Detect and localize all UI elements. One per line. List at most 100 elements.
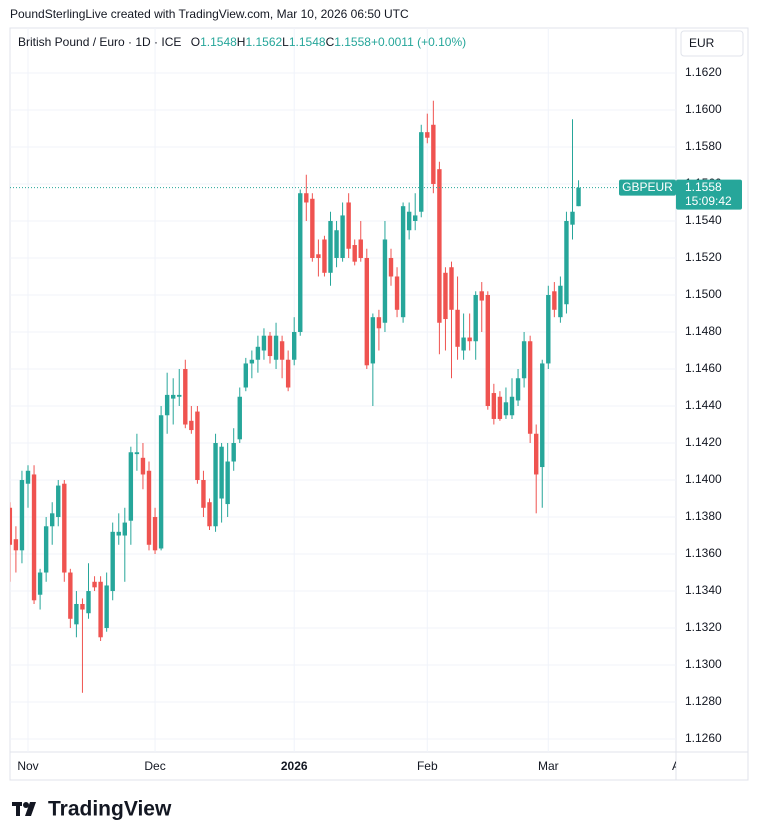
- candle-body: [74, 603, 79, 625]
- candle-body: [164, 394, 170, 416]
- candle-body: [146, 470, 152, 545]
- y-tick-label: 1.1620: [685, 65, 722, 79]
- candle-body: [358, 239, 363, 258]
- candle-body: [419, 132, 424, 212]
- candle-body: [201, 480, 206, 508]
- x-tick-label: Dec: [144, 759, 165, 773]
- candle-body: [285, 359, 291, 388]
- y-tick-label: 1.1380: [685, 509, 722, 523]
- symbol: British Pound / Euro · 1D · ICE: [18, 35, 182, 49]
- candle-body: [231, 443, 236, 462]
- candle-body: [140, 457, 146, 475]
- x-tick-label: Nov: [17, 759, 38, 773]
- symbol-tag-label: GBPEUR: [622, 180, 673, 194]
- candle-body: [461, 337, 466, 351]
- candle-body: [382, 239, 388, 323]
- y-tick-label: 1.1520: [685, 250, 722, 264]
- candle-body: [515, 378, 521, 401]
- y-tick-label: 1.1260: [685, 731, 722, 745]
- candle-body: [443, 272, 448, 320]
- candle-body: [86, 591, 91, 614]
- candle-body: [346, 202, 351, 249]
- y-tick-label: 1.1400: [685, 472, 722, 486]
- price-tag: [676, 179, 742, 210]
- candle-body: [158, 415, 164, 549]
- candle-body: [279, 341, 285, 360]
- logo-icon: [12, 802, 36, 816]
- logo: TradingView: [48, 798, 172, 821]
- candle-body: [25, 470, 31, 484]
- y-tick-label: 1.1600: [685, 102, 722, 116]
- candle-body: [340, 215, 345, 258]
- candle-body: [171, 394, 176, 399]
- candle-body: [527, 341, 533, 434]
- candle-body: [352, 245, 357, 262]
- ohlc-label: L: [282, 35, 289, 49]
- candle-body: [183, 368, 188, 425]
- y-tick-label: 1.1420: [685, 435, 722, 449]
- y-tick-label: 1.1500: [685, 287, 722, 301]
- candle-body: [298, 193, 303, 332]
- candle-body: [310, 198, 315, 258]
- candle-body: [400, 206, 406, 318]
- currency[interactable]: EUR: [689, 36, 715, 50]
- candle-body: [425, 132, 430, 138]
- candle-body: [413, 215, 418, 221]
- y-tick-label: 1.1280: [685, 694, 722, 708]
- attribution: PoundSterlingLive created with TradingVi…: [10, 7, 409, 21]
- candle-body: [388, 257, 394, 277]
- candle-body: [189, 420, 194, 431]
- candle-body: [437, 169, 442, 323]
- x-tick-label: 2026: [281, 759, 308, 773]
- candle-body: [207, 502, 212, 527]
- candle-body: [152, 517, 158, 551]
- candle-body: [552, 291, 557, 310]
- candle-body: [213, 443, 218, 527]
- price-tag-value: 1.1558: [685, 180, 722, 194]
- candle-body: [370, 317, 376, 364]
- x-tick-label: Apr: [672, 759, 691, 773]
- candle-body: [316, 254, 321, 258]
- candle-body: [467, 337, 472, 342]
- ohlc-label: H: [236, 35, 246, 49]
- candle-body: [50, 513, 55, 527]
- y-tick-label: 1.1440: [685, 398, 722, 412]
- y-tick-label: 1.1340: [685, 583, 722, 597]
- candle-body: [491, 393, 497, 419]
- candle-body: [479, 291, 484, 301]
- candle-body: [564, 220, 569, 305]
- ohlc-value: 1.1562: [245, 35, 283, 49]
- candle-body: [237, 396, 242, 440]
- symbol-tag: [619, 179, 676, 196]
- y-tick-label: 1.1300: [685, 657, 722, 671]
- candle-body: [92, 581, 97, 588]
- candle-body: [128, 452, 134, 521]
- candle-body: [322, 239, 327, 273]
- candle-body: [195, 411, 200, 481]
- ohlc-label: C: [325, 35, 335, 49]
- currency-box[interactable]: [680, 30, 744, 57]
- candle-body: [292, 331, 297, 360]
- y-tick-label: 1.1320: [685, 620, 722, 634]
- candle-body: [116, 531, 121, 536]
- y-tick-label: 1.1480: [685, 324, 722, 338]
- candle-body: [328, 220, 333, 273]
- candle-body: [104, 585, 109, 629]
- candle-body: [273, 335, 279, 360]
- candle-body: [455, 309, 460, 347]
- frame: [9, 27, 749, 781]
- ohlc-value: 1.1558: [334, 35, 371, 49]
- candle-body: [110, 531, 115, 592]
- candle-body: [243, 363, 248, 388]
- candle-body: [68, 572, 73, 619]
- candle-body: [364, 257, 369, 366]
- candle-body: [225, 461, 230, 505]
- candle-body: [540, 363, 545, 468]
- candle-body: [485, 294, 490, 407]
- ohlc-label: O: [190, 35, 201, 49]
- candle-body: [570, 211, 575, 225]
- candle-body: [43, 526, 49, 573]
- candle-body: [37, 572, 43, 595]
